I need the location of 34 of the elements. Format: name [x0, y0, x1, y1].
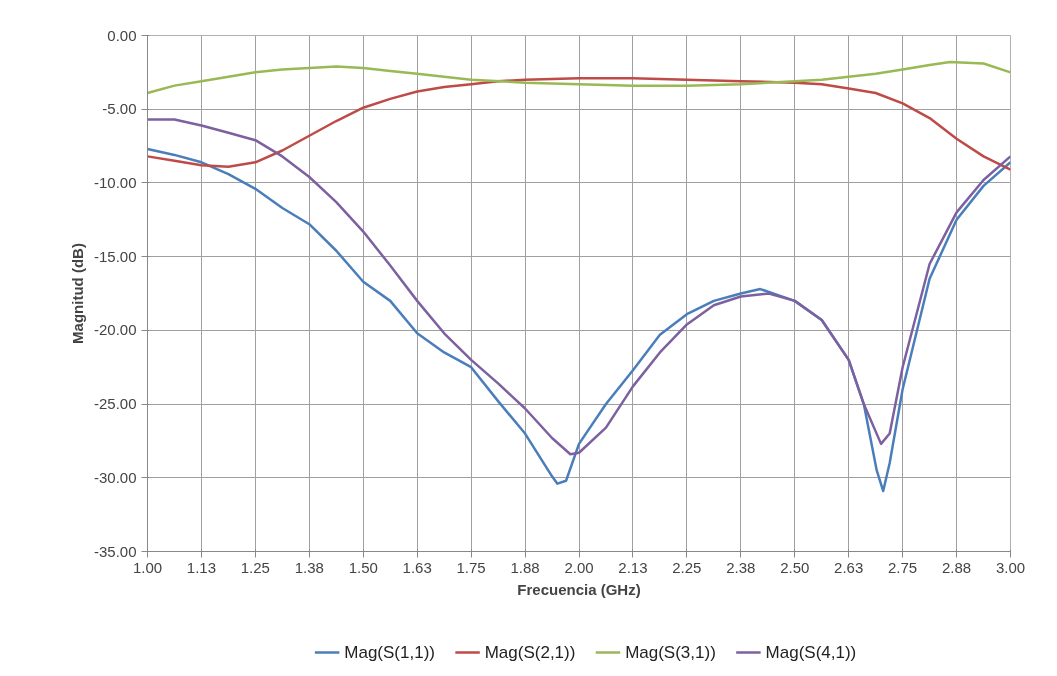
line-series — [147, 118, 1011, 456]
x-tick-label: 3.00 — [995, 558, 1026, 576]
y-tick-label: -35.00 — [93, 542, 137, 560]
x-tick-label: 2.88 — [941, 558, 972, 576]
legend-label: Mag(S(4,1)) — [765, 643, 857, 662]
x-tick-label: 1.13 — [186, 558, 217, 576]
x-tick-label: 1.88 — [510, 558, 540, 576]
legend-label: Mag(S(2,1)) — [484, 643, 576, 662]
y-tick-label: -30.00 — [93, 468, 137, 486]
y-tick-label: -5.00 — [102, 100, 137, 118]
x-axis-title: Frecuencia (GHz) — [517, 580, 641, 598]
line-series — [147, 60, 1011, 95]
y-tick-label: -25.00 — [93, 395, 137, 413]
line-series — [147, 77, 1011, 171]
x-tick-label: 2.50 — [780, 558, 810, 576]
x-tick-label: 2.13 — [618, 558, 648, 576]
y-axis-title: Magnitud (dB) — [68, 243, 86, 344]
x-tick-label: 1.00 — [132, 558, 163, 576]
y-tick-label: -20.00 — [93, 321, 137, 339]
y-tick-label: -15.00 — [93, 247, 137, 265]
x-tick-label: 1.63 — [402, 558, 432, 576]
x-tick-label: 1.38 — [294, 558, 324, 576]
x-tick-label: 1.75 — [456, 558, 486, 576]
legend-label: Mag(S(3,1)) — [625, 643, 716, 662]
x-tick-label: 2.00 — [564, 558, 594, 576]
x-tick-label: 2.75 — [888, 558, 918, 576]
y-tick-label: -10.00 — [93, 173, 137, 191]
x-tick-label: 2.25 — [672, 558, 702, 576]
x-tick-label: 2.38 — [726, 558, 756, 576]
legend-label: Mag(S(1,1)) — [344, 643, 435, 662]
x-tick-label: 1.50 — [348, 558, 378, 576]
x-tick-label: 2.63 — [834, 558, 864, 576]
x-tick-label: 1.25 — [240, 558, 270, 576]
y-tick-label: 0.00 — [107, 26, 137, 44]
